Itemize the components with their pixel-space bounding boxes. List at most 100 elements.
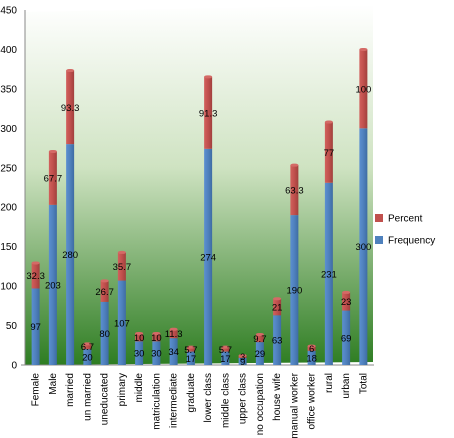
category-label: urban — [341, 373, 352, 399]
bars-group — [31, 47, 368, 365]
data-label-frequency: 80 — [99, 329, 110, 340]
y-tick-label: 150 — [0, 242, 17, 253]
bar-percent — [307, 346, 316, 351]
category-label: married — [65, 373, 76, 407]
data-label-frequency: 17 — [186, 354, 197, 365]
bar-frequency — [66, 144, 75, 365]
bar-percent — [152, 333, 161, 342]
bar-top-cap — [324, 120, 333, 124]
bar-top-cap — [100, 279, 109, 283]
data-label-frequency: 300 — [355, 242, 371, 253]
data-label-frequency: 30 — [134, 349, 145, 360]
data-label-frequency: 20 — [82, 353, 93, 364]
bar-top-cap — [290, 163, 299, 167]
bar-top-cap — [307, 344, 316, 348]
data-label-frequency: 69 — [341, 333, 352, 344]
bar-percent — [135, 333, 144, 342]
data-label-frequency: 17 — [220, 354, 231, 365]
data-label-frequency: 9 — [240, 357, 245, 368]
data-label-percent: 100 — [355, 84, 371, 95]
category-labels: Female Male married un married uneducated pri… — [31, 372, 370, 438]
bar-percent — [221, 347, 230, 352]
y-tick-labels: 0 50 100 150 200 250 300 350 400 450 — [0, 6, 17, 372]
data-label-percent: 32.3 — [26, 271, 45, 282]
y-tick-label: 250 — [0, 163, 17, 174]
bar-top-cap — [221, 345, 230, 349]
bar-frequency — [186, 351, 195, 365]
legend-swatch — [375, 214, 383, 222]
y-tick-label: 300 — [0, 124, 17, 135]
data-label-percent: 35.7 — [113, 262, 132, 273]
category-label: house wife — [272, 373, 283, 421]
bar-frequency — [238, 357, 247, 365]
plot-background — [25, 5, 373, 365]
data-label-percent: 23 — [341, 297, 352, 308]
bar-percent — [117, 252, 126, 281]
bar-percent — [273, 298, 282, 316]
bar-top-cap — [48, 149, 57, 153]
bar-frequency — [290, 215, 299, 365]
bar-top-cap — [255, 332, 264, 336]
bar-frequency — [117, 280, 126, 365]
bar-frequency — [221, 351, 230, 365]
data-label-percent: 11.3 — [165, 329, 183, 340]
category-label: primary — [117, 373, 128, 406]
data-label-percent: 5.7 — [219, 345, 232, 356]
data-label-frequency: 280 — [62, 250, 78, 261]
bar-top-cap — [152, 331, 161, 335]
bar-percent — [48, 151, 57, 205]
bar-percent — [186, 347, 195, 352]
bar-frequency — [359, 128, 368, 365]
bar-percent — [169, 329, 178, 339]
category-label: Male — [48, 373, 59, 395]
bar-frequency — [255, 342, 264, 365]
data-label-percent: 93.3 — [61, 103, 80, 114]
data-label-percent: 91.3 — [199, 108, 218, 119]
bar-percent — [359, 49, 368, 129]
data-label-percent: 67.7 — [44, 174, 63, 185]
category-label: Total — [358, 373, 369, 394]
category-label: middle class — [220, 373, 231, 428]
bar-percent — [342, 292, 351, 311]
bar-percent — [31, 262, 40, 289]
bar-top-cap — [204, 75, 213, 79]
data-label-frequency: 274 — [200, 252, 216, 263]
bar-percent — [255, 334, 264, 343]
bar-frequency — [100, 301, 109, 365]
bar-frequency — [324, 182, 333, 365]
legend-swatch — [375, 236, 383, 244]
bar-frequency — [135, 341, 144, 365]
bar-frequency — [83, 349, 92, 365]
category-label: lower class — [203, 373, 214, 422]
bar-frequency — [307, 350, 316, 365]
data-label-percent: 10 — [151, 333, 162, 344]
bar-frequency — [152, 341, 161, 365]
y-tick-label: 50 — [6, 321, 18, 332]
bar-top-cap — [342, 290, 351, 294]
data-label-frequency: 203 — [45, 280, 61, 291]
data-label-percent: 26.7 — [95, 287, 114, 298]
legend-label: Percent — [388, 214, 423, 225]
y-tick-label: 350 — [0, 84, 17, 95]
bar-percent — [66, 70, 75, 145]
category-label: graduate — [186, 373, 197, 413]
bar-top-cap — [359, 47, 368, 51]
bar-top-cap — [83, 342, 92, 346]
y-tick-label: 0 — [11, 361, 17, 372]
data-label-percent: 10 — [134, 333, 145, 344]
data-label-percent: 3 — [240, 352, 245, 363]
bar-frequency — [48, 204, 57, 365]
data-label-percent: 6.7 — [81, 342, 94, 353]
category-label: matriculation — [151, 373, 162, 430]
bar-top-cap — [238, 354, 247, 358]
data-label-frequency: 63 — [272, 336, 283, 347]
data-label-frequency: 18 — [306, 353, 317, 364]
y-tick-label: 400 — [0, 45, 17, 56]
data-label-percent: 77 — [324, 148, 335, 159]
data-label-frequency: 97 — [30, 322, 41, 333]
legend: Percent Frequency — [375, 214, 435, 247]
data-label-percent: 6 — [309, 344, 314, 355]
category-label: uneducated — [100, 373, 111, 425]
data-label-frequency: 190 — [286, 286, 302, 297]
